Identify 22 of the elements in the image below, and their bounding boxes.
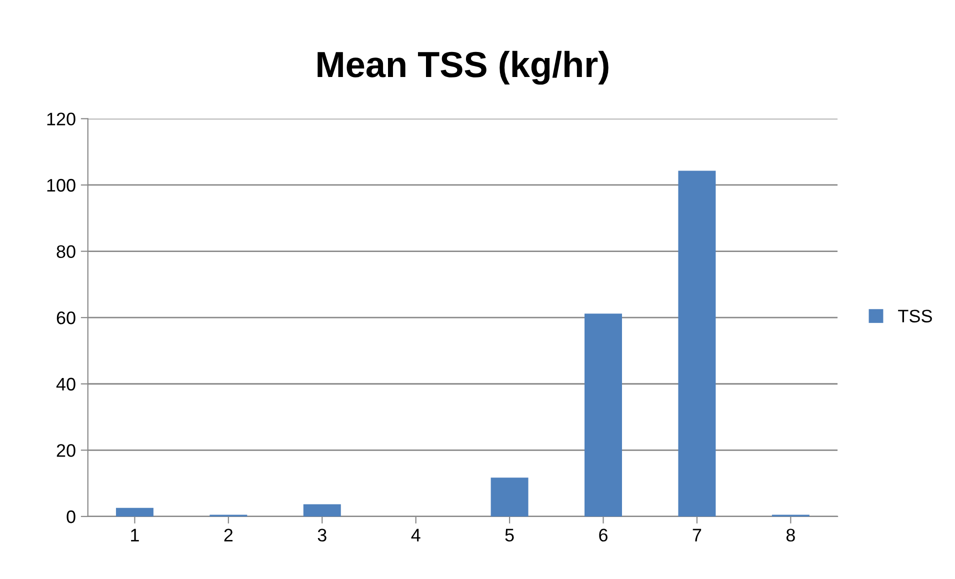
y-tick-label: 100 <box>47 178 76 192</box>
x-tick-label: 2 <box>224 528 233 542</box>
bar <box>490 478 528 516</box>
x-tick-label: 1 <box>131 528 139 542</box>
y-tick-label: 0 <box>66 510 76 524</box>
x-tick-label: 6 <box>599 528 608 542</box>
y-tick-label: 120 <box>47 112 76 126</box>
x-tick-label: 4 <box>411 528 420 542</box>
y-tick-label: 20 <box>56 444 76 457</box>
y-tick-label: 80 <box>56 245 76 258</box>
chart-title: Mean TSS (kg/hr) <box>318 50 608 85</box>
bar <box>584 314 622 516</box>
bar <box>303 504 341 516</box>
y-tick-label: 40 <box>56 378 76 391</box>
y-tick-label: 60 <box>56 312 76 324</box>
x-tick-label: 7 <box>692 528 702 542</box>
bar <box>116 508 154 516</box>
x-tick-label: 3 <box>318 528 326 542</box>
x-tick-label: 8 <box>786 528 795 542</box>
legend-label: TSS <box>898 310 932 322</box>
bar <box>678 170 716 516</box>
x-tick-label: 5 <box>505 528 514 542</box>
